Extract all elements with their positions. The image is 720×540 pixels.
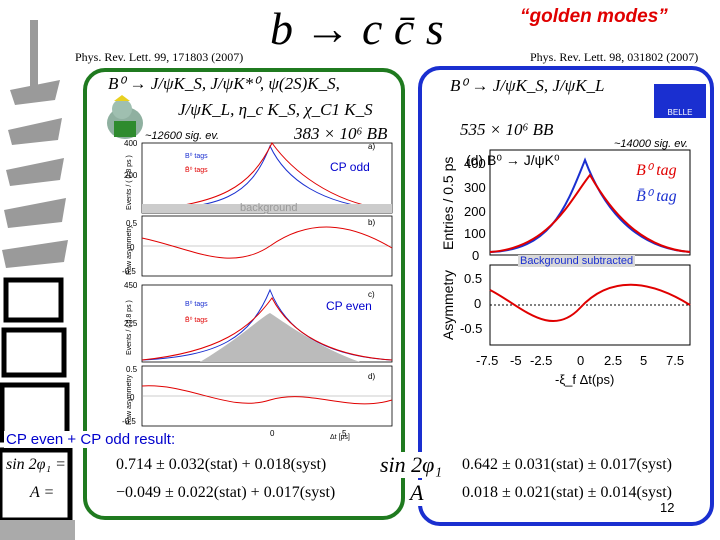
background-label: background [240, 202, 298, 214]
left-nbb: 383 × 10⁶ BB [294, 124, 388, 143]
right-ytick-300: 300 [464, 180, 486, 195]
left-plots: 200 400 0.5 0 -0.5 450 225 0.5 0 -0.5 0 … [122, 139, 393, 438]
blue-frame [418, 66, 714, 526]
left-d-ytick-m05: -0.5 [122, 417, 136, 426]
right-ytick-100: 100 [464, 226, 486, 241]
right-xtick-75: 7.5 [666, 353, 684, 368]
left-d-xtick-5: 5 [342, 429, 347, 438]
left-sin2phi-label: sin 2φ₁ = [6, 456, 66, 474]
right-a-value: 0.018 ± 0.021(stat) ± 0.014(syst) [462, 484, 672, 502]
right-a-label: A [410, 480, 424, 506]
right-ytick-0: 0 [472, 248, 479, 263]
right-xtick-m5: -5 [510, 353, 522, 368]
golden-modes-label: “golden modes” [520, 6, 668, 27]
left-reference: Phys. Rev. Lett. 99, 171803 (2007) [75, 50, 244, 64]
left-ylabel-events-a: Events / ( 0.8 ps ) [126, 155, 133, 210]
left-panel-a-label: a) [368, 142, 376, 151]
cp-result-label: CP even + CP odd result: [4, 431, 178, 448]
left-a-ytick-200: 200 [124, 171, 138, 180]
left-a-ytick-400: 400 [124, 139, 138, 148]
right-signal-events: ~14000 sig. ev. [614, 138, 689, 150]
babar-logo-icon [107, 95, 143, 139]
left-legend-b0bar-c: B̄⁰ tags [185, 317, 208, 324]
left-decay-modes-2: J/ψK_L, η_c K_S, χ_C1 K_S [178, 100, 373, 119]
background-subtracted-label: Background subtracted [518, 255, 636, 267]
right-asym-ytick-0: 0 [474, 296, 481, 311]
left-legend-b0bar-a: B̄⁰ tags [185, 167, 208, 174]
left-a-label: A = [30, 484, 55, 502]
right-xtick-m25: -2.5 [530, 353, 552, 368]
left-d-xtick-0: 0 [270, 429, 275, 438]
right-decay-modes: B⁰ → J/ψK_S, J/ψK_L [450, 76, 605, 95]
right-sin2phi-label: sin 2φ₁ [380, 452, 442, 478]
right-panel-label: (d) B⁰ → J/ψK⁰ [466, 152, 560, 168]
slide-title: b → c c̄ s [270, 3, 444, 54]
right-ylabel-entries: Entries / 0.5 ps [440, 156, 456, 250]
left-panel-d-label: d) [368, 372, 376, 381]
left-legend-b0-a: B⁰ tags [185, 153, 208, 160]
right-asym-ytick-m05: -0.5 [460, 321, 482, 336]
right-ylabel-asym: Asymmetry [440, 270, 456, 340]
right-xtick-5: 5 [640, 353, 647, 368]
left-a-value: −0.049 ± 0.022(stat) + 0.017(syst) [116, 484, 336, 502]
left-panel-c-label: c) [368, 290, 375, 299]
right-xlabel: -ξ_f Δt(ps) [555, 372, 615, 387]
right-xtick-25: 2.5 [604, 353, 622, 368]
belle-logo-icon: BELLE [654, 84, 706, 118]
right-xtick-m75: -7.5 [476, 353, 498, 368]
left-b-ytick-m05: -0.5 [122, 267, 136, 276]
right-ytick-200: 200 [464, 204, 486, 219]
cp-even-label: CP even [326, 299, 372, 313]
right-xtick-0: 0 [577, 353, 584, 368]
left-ylabel-asym-b: Raw asymmetry [126, 224, 133, 275]
pagoda-illustration [0, 20, 75, 540]
page-number: 12 [660, 500, 675, 515]
right-sin2phi-value: 0.642 ± 0.031(stat) ± 0.017(syst) [462, 456, 672, 474]
green-frame [83, 68, 405, 520]
left-xlabel: Δt [ps] [330, 434, 350, 441]
left-ylabel-events-c: Events / ( 0.8 ps ) [126, 300, 133, 355]
left-ylabel-asym-d: Raw asymmetry [126, 374, 133, 425]
right-ytick-400: 400 [464, 156, 486, 171]
right-nbb: 535 × 10⁶ BB [460, 120, 554, 139]
left-d-ytick-0: 0 [130, 393, 135, 402]
left-c-ytick-225: 225 [124, 319, 138, 328]
left-decay-modes-1: B⁰ → J/ψK_S, J/ψK*⁰, ψ(2S)K_S, [108, 74, 340, 93]
right-reference: Phys. Rev. Lett. 98, 031802 (2007) [530, 50, 699, 64]
right-bbartag-label: B̄⁰ tag [636, 188, 677, 205]
left-b-ytick-0: 0 [130, 243, 135, 252]
left-c-ytick-450: 450 [124, 281, 138, 290]
left-panel-b-label: b) [368, 218, 376, 227]
left-d-ytick-05: 0.5 [126, 365, 138, 374]
right-asym-ytick-05: 0.5 [464, 271, 482, 286]
left-legend-b0-c: B⁰ tags [185, 301, 208, 308]
left-b-ytick-05: 0.5 [126, 219, 138, 228]
right-btag-label: B⁰ tag [636, 162, 677, 179]
left-signal-events: ~12600 sig. ev. [145, 130, 220, 142]
left-sin2phi-value: 0.714 ± 0.032(stat) + 0.018(syst) [116, 456, 327, 474]
cp-odd-label: CP odd [330, 160, 370, 174]
